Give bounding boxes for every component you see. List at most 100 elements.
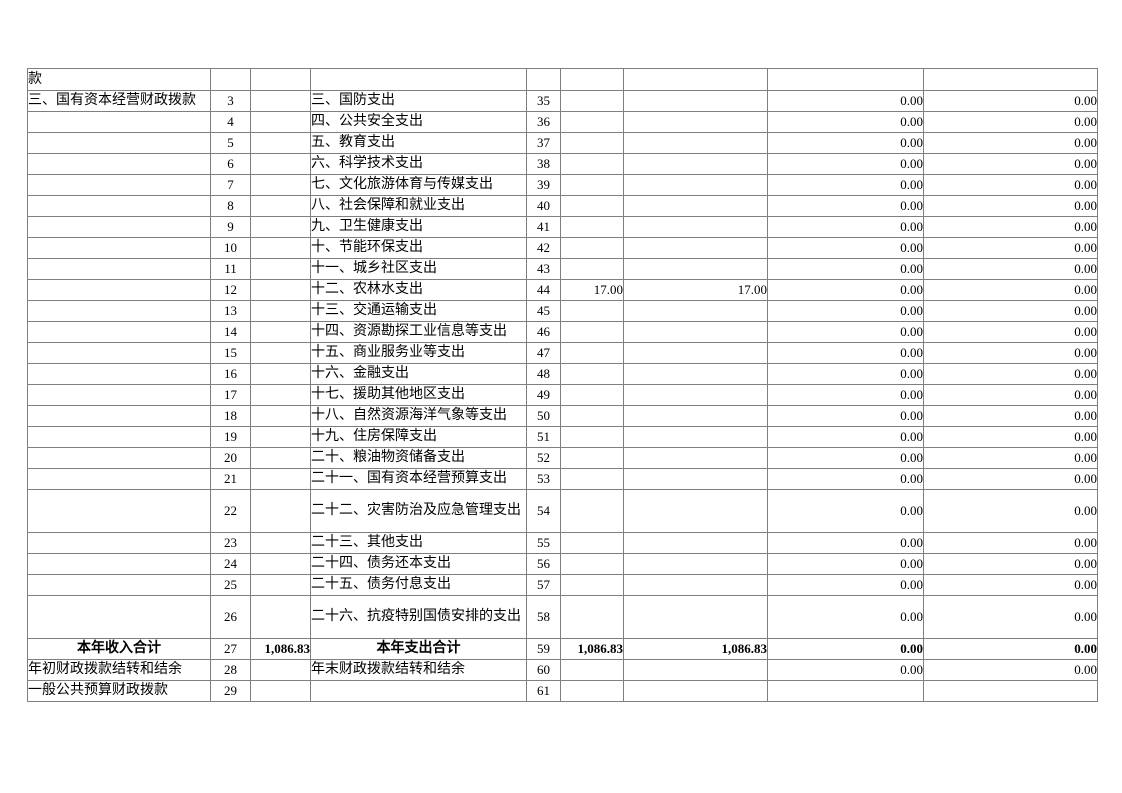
expense-amount-col3-cell: 0.00 <box>767 595 924 639</box>
income-item-cell <box>27 532 211 554</box>
expense-amount-col2-cell <box>623 384 768 406</box>
income-line-number-cell: 24 <box>210 553 251 575</box>
income-item-cell <box>27 237 211 259</box>
expense-amount-col1-cell <box>560 90 624 112</box>
income-item-cell <box>27 279 211 301</box>
expense-item-cell: 二十一、国有资本经营预算支出 <box>310 468 527 490</box>
expense-item-cell <box>310 68 527 91</box>
expense-amount-col1-cell <box>560 574 624 596</box>
income-line-number-cell: 8 <box>210 195 251 217</box>
expense-amount-col3-cell: 0.00 <box>767 659 924 681</box>
expense-amount-col1-cell <box>560 595 624 639</box>
expense-amount-col2-cell <box>623 90 768 112</box>
income-amount-cell: 1,086.83 <box>250 638 311 660</box>
expense-line-number-cell: 48 <box>526 363 561 385</box>
expense-amount-col2-cell <box>623 680 768 702</box>
expense-amount-col3-cell: 0.00 <box>767 258 924 280</box>
expense-amount-col2-cell <box>623 174 768 196</box>
expense-line-number-cell: 42 <box>526 237 561 259</box>
expense-item-cell: 二十、粮油物资储备支出 <box>310 447 527 469</box>
income-line-number-cell: 11 <box>210 258 251 280</box>
expense-line-number-cell: 53 <box>526 468 561 490</box>
expense-item-cell: 十八、自然资源海洋气象等支出 <box>310 405 527 427</box>
income-amount-cell <box>250 532 311 554</box>
expense-amount-col3-cell: 0.00 <box>767 300 924 322</box>
income-amount-cell <box>250 342 311 364</box>
table-row: 4 四、公共安全支出 36 0.00 0.00 <box>27 111 1098 133</box>
expense-amount-col3-cell: 0.00 <box>767 532 924 554</box>
income-item-cell <box>27 132 211 154</box>
income-item-cell <box>27 321 211 343</box>
expense-line-number-cell: 57 <box>526 574 561 596</box>
expense-amount-col1-cell <box>560 132 624 154</box>
income-amount-cell <box>250 90 311 112</box>
expense-amount-col1-cell <box>560 384 624 406</box>
expense-amount-col4-cell: 0.00 <box>923 532 1098 554</box>
table-row: 本年收入合计 27 1,086.83 本年支出合计 59 1,086.83 1,086.83… <box>27 638 1098 660</box>
expense-item-cell: 六、科学技术支出 <box>310 153 527 175</box>
expense-amount-col2-cell <box>623 216 768 238</box>
income-amount-cell <box>250 595 311 639</box>
income-line-number-cell: 4 <box>210 111 251 133</box>
expense-amount-col2-cell <box>623 659 768 681</box>
expense-line-number-cell: 50 <box>526 405 561 427</box>
income-line-number-cell: 13 <box>210 300 251 322</box>
expense-item-cell: 八、社会保障和就业支出 <box>310 195 527 217</box>
budget-table-body: 款三、国有资本经营财政拨款 3 三、国防支出 35 0.00 0.00 4 四、公共安全支出 3… <box>27 68 1098 702</box>
income-line-number-cell: 7 <box>210 174 251 196</box>
table-row: 11 十一、城乡社区支出 43 0.00 0.00 <box>27 258 1098 280</box>
expense-line-number-cell: 37 <box>526 132 561 154</box>
income-item-cell <box>27 553 211 575</box>
income-amount-cell <box>250 153 311 175</box>
income-line-number-cell: 18 <box>210 405 251 427</box>
income-line-number-cell: 15 <box>210 342 251 364</box>
income-item-cell: 款 <box>27 68 211 91</box>
expense-amount-col2-cell <box>623 68 768 91</box>
expense-line-number-cell: 43 <box>526 258 561 280</box>
income-line-number-cell: 16 <box>210 363 251 385</box>
expense-amount-col1-cell <box>560 111 624 133</box>
expense-amount-col3-cell: 0.00 <box>767 90 924 112</box>
expense-amount-col1-cell: 17.00 <box>560 279 624 301</box>
expense-line-number-cell: 59 <box>526 638 561 660</box>
expense-line-number-cell: 44 <box>526 279 561 301</box>
income-line-number-cell: 19 <box>210 426 251 448</box>
income-item-cell <box>27 489 211 533</box>
table-row: 26 二十六、抗疫特别国债安排的支出 58 0.00 0.00 <box>27 595 1098 639</box>
expense-amount-col4-cell <box>923 68 1098 91</box>
expense-item-cell: 九、卫生健康支出 <box>310 216 527 238</box>
expense-amount-col3-cell: 0.00 <box>767 237 924 259</box>
expense-amount-col3-cell: 0.00 <box>767 489 924 533</box>
income-item-cell: 本年收入合计 <box>27 638 211 660</box>
expense-amount-col2-cell <box>623 595 768 639</box>
expense-line-number-cell: 46 <box>526 321 561 343</box>
table-row: 24 二十四、债务还本支出 56 0.00 0.00 <box>27 553 1098 575</box>
income-line-number-cell: 5 <box>210 132 251 154</box>
expense-amount-col3-cell: 0.00 <box>767 153 924 175</box>
expense-amount-col2-cell <box>623 111 768 133</box>
expense-amount-col2-cell <box>623 405 768 427</box>
expense-line-number-cell: 40 <box>526 195 561 217</box>
income-line-number-cell: 17 <box>210 384 251 406</box>
expense-item-cell: 十九、住房保障支出 <box>310 426 527 448</box>
income-amount-cell <box>250 363 311 385</box>
income-item-cell <box>27 195 211 217</box>
table-row: 一般公共预算财政拨款 29 61 <box>27 680 1098 702</box>
expense-line-number-cell: 47 <box>526 342 561 364</box>
expense-line-number-cell: 61 <box>526 680 561 702</box>
income-line-number-cell <box>210 68 251 91</box>
expense-line-number-cell: 35 <box>526 90 561 112</box>
expense-item-cell: 七、文化旅游体育与传媒支出 <box>310 174 527 196</box>
income-item-cell <box>27 153 211 175</box>
table-row: 19 十九、住房保障支出 51 0.00 0.00 <box>27 426 1098 448</box>
expense-amount-col2-cell <box>623 363 768 385</box>
expense-line-number-cell: 49 <box>526 384 561 406</box>
table-row: 三、国有资本经营财政拨款 3 三、国防支出 35 0.00 0.00 <box>27 90 1098 112</box>
income-line-number-cell: 14 <box>210 321 251 343</box>
income-amount-cell <box>250 195 311 217</box>
expense-amount-col3-cell: 0.00 <box>767 132 924 154</box>
expense-amount-col3-cell: 0.00 <box>767 195 924 217</box>
expense-amount-col4-cell: 0.00 <box>923 195 1098 217</box>
expense-line-number-cell: 41 <box>526 216 561 238</box>
